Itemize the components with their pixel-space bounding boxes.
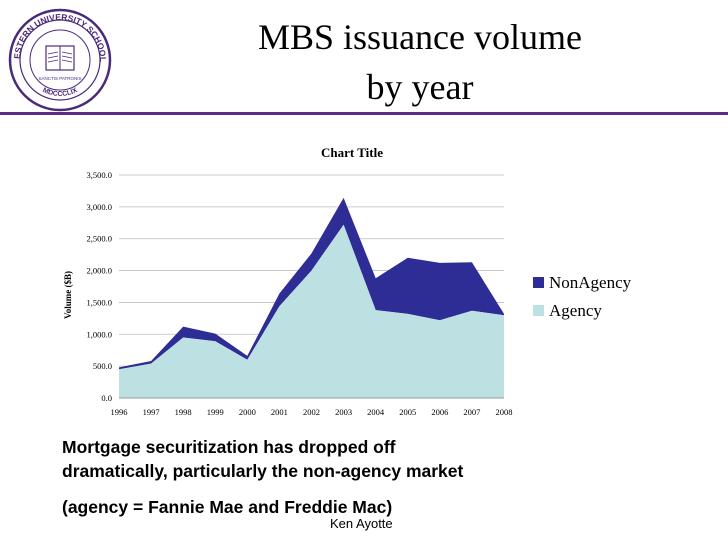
university-seal-logo: NORTHWESTERN UNIVERSITY SCHOOL OF LAW MD… <box>8 8 112 112</box>
x-tick-label: 1997 <box>143 407 160 417</box>
legend-swatch-nonagency <box>533 277 544 288</box>
x-tick-label: 2006 <box>431 407 448 417</box>
legend-label-nonagency: NonAgency <box>549 273 632 292</box>
y-tick-label: 3,500.0 <box>87 170 113 180</box>
x-tick-label: 1999 <box>207 407 224 417</box>
seal-text-inner: SANCTIS PATRONIS <box>38 76 81 81</box>
y-tick-label: 1,000.0 <box>87 329 113 339</box>
author-footer: Ken Ayotte <box>330 516 393 531</box>
area-series <box>119 197 504 399</box>
y-tick-label: 1,500.0 <box>87 297 113 307</box>
slide-title-line2: by year <box>366 67 474 107</box>
y-tick-labels: 0.0 500.0 1,000.0 1,500.0 2,000.0 2,500.0 3,00… <box>87 170 113 403</box>
seal-text-bottom: MDCCCLIX <box>41 87 78 98</box>
x-tick-label: 2004 <box>367 407 385 417</box>
x-tick-label: 2007 <box>463 407 480 417</box>
x-tick-label: 2002 <box>303 407 320 417</box>
y-axis-label: Volume ($B) <box>63 271 73 319</box>
body-text-line3: (agency = Fannie Mae and Freddie Mac) <box>62 497 393 517</box>
x-tick-label: 2008 <box>496 407 513 417</box>
chart-title: Chart Title <box>321 145 383 160</box>
y-tick-label: 500.0 <box>93 361 112 371</box>
y-tick-label: 3,000.0 <box>87 202 113 212</box>
slide-title-line1: MBS issuance volume <box>258 17 582 57</box>
body-text-line1: Mortgage securitization has dropped off <box>62 437 396 457</box>
x-tick-labels: 1996 1997 1998 1999 2000 2001 2002 2003 2004 2005… <box>111 407 513 417</box>
x-tick-label: 1998 <box>175 407 192 417</box>
y-tick-label: 2,500.0 <box>87 234 113 244</box>
x-tick-label: 1996 <box>111 407 128 417</box>
legend: NonAgency Agency <box>533 273 632 320</box>
legend-label-agency: Agency <box>549 301 602 320</box>
svg-text:MDCCCLIX: MDCCCLIX <box>41 87 78 98</box>
legend-swatch-agency <box>533 305 544 316</box>
nonagency-area <box>119 197 504 370</box>
x-tick-label: 2001 <box>271 407 288 417</box>
x-tick-label: 2000 <box>239 407 256 417</box>
body-text-line2: dramatically, particularly the non-agenc… <box>62 461 464 481</box>
title-divider <box>0 112 728 115</box>
x-tick-label: 2005 <box>399 407 416 417</box>
y-tick-label: 2,000.0 <box>87 266 113 276</box>
y-tick-label: 0.0 <box>101 393 112 403</box>
mbs-area-chart: Chart Title Volume ($B) 0.0 500.0 1,000.0 1… <box>63 145 632 417</box>
x-tick-label: 2003 <box>335 407 352 417</box>
agency-area <box>119 224 504 398</box>
